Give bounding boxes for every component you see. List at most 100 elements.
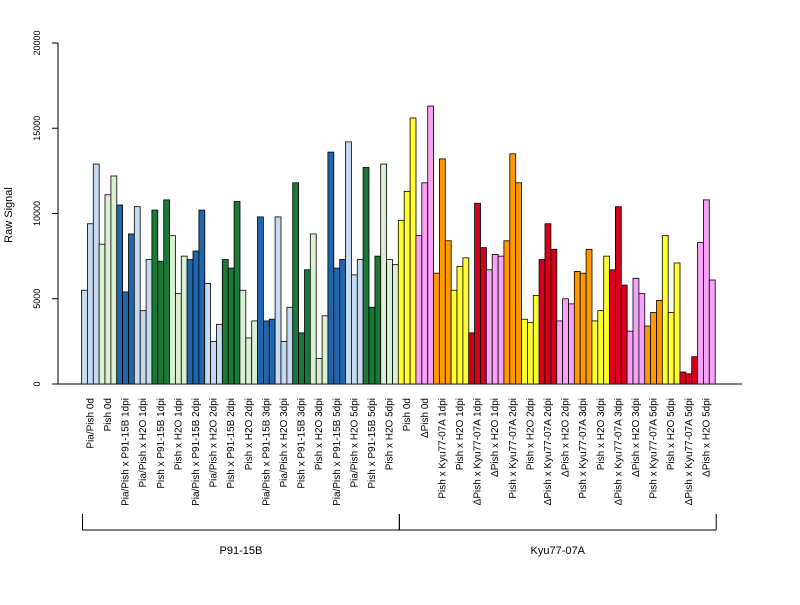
- bar: [192, 250, 200, 385]
- y-tick-label: 10000: [32, 201, 42, 226]
- bar: [174, 293, 182, 385]
- bar: [609, 269, 616, 385]
- x-tick-label: Pish x Kyu77-07A 2dpi: [508, 398, 519, 499]
- x-tick-label: ΔPish x H2O 3dpi: [631, 398, 642, 477]
- bar: [521, 318, 528, 385]
- y-tick-label: 15000: [32, 116, 42, 141]
- bar: [81, 289, 88, 385]
- bar: [122, 291, 129, 385]
- bar: [667, 311, 675, 385]
- x-tick-label: ΔPish x H2O 5dpi: [701, 398, 712, 477]
- bar: [597, 310, 605, 385]
- bar: [262, 320, 270, 385]
- bar: [615, 206, 622, 385]
- x-tick-label: Pish x P91-15B 1dpi: [156, 398, 167, 489]
- x-tick-label: Pish x P91-15B 5dpi: [367, 398, 378, 489]
- bar: [350, 274, 358, 385]
- bar: [532, 294, 540, 385]
- bar: [444, 240, 452, 385]
- bar: [362, 167, 370, 385]
- bar: [509, 153, 517, 385]
- bar: [708, 279, 716, 385]
- y-tick-label: 0: [32, 381, 42, 386]
- x-tick-label: Pish 0d: [103, 398, 114, 431]
- bar: [274, 216, 282, 385]
- bar: [239, 289, 247, 385]
- bar: [673, 262, 681, 385]
- bar: [650, 311, 657, 385]
- bar: [98, 243, 106, 385]
- x-tick-label: Pish x H2O 3dpi: [314, 398, 325, 470]
- bar: [233, 201, 241, 385]
- bar: [685, 373, 693, 385]
- bar: [703, 199, 710, 385]
- bar: [104, 194, 112, 385]
- bar: [456, 265, 464, 385]
- bar: [462, 257, 470, 385]
- bar: [286, 306, 294, 385]
- bar: [198, 209, 206, 385]
- x-tick-label: Pish x H2O 5dpi: [385, 398, 396, 470]
- bar: [133, 206, 141, 385]
- bar: [468, 332, 476, 385]
- x-tick-label: ΔPish x Kyu77-07A 3dpi: [613, 398, 624, 505]
- bar: [415, 235, 423, 385]
- bar: [227, 267, 235, 385]
- bar: [392, 264, 399, 385]
- bar: [116, 204, 123, 385]
- bar: [345, 141, 352, 385]
- bar: [497, 255, 505, 385]
- bar: [527, 322, 534, 385]
- bar: [656, 300, 663, 385]
- group-label: P91-15B: [220, 545, 263, 557]
- bar: [409, 117, 417, 385]
- x-tick-label: ΔPish 0d: [420, 398, 431, 438]
- bar: [579, 272, 587, 385]
- bar: [626, 330, 634, 385]
- x-tick-label: Pia/Pish x H2O 1dpi: [138, 398, 149, 488]
- x-tick-labels: Pia/Pish 0d Pish 0d Pia/Pish x P91-15B 1dp…: [85, 398, 712, 506]
- bar: [339, 259, 347, 385]
- x-tick-label: Pish x Kyu77-07A 1dpi: [437, 398, 448, 499]
- bar: [661, 235, 669, 385]
- bar: [480, 247, 487, 385]
- bar: [374, 255, 382, 385]
- bar: [585, 248, 593, 385]
- x-tick-label: Pish 0d: [402, 398, 413, 431]
- bar: [474, 202, 481, 385]
- y-tick-label: 5000: [32, 289, 42, 309]
- bar: [163, 199, 170, 385]
- y-axis: 0 5000 10000 15000 20000: [32, 30, 59, 387]
- bar: [697, 242, 704, 385]
- x-tick-label: Pish x P91-15B 2dpi: [226, 398, 237, 489]
- bar: [679, 371, 687, 385]
- bar: [151, 209, 159, 385]
- bar: [591, 320, 599, 385]
- bar: [573, 271, 581, 385]
- x-tick-label: Pia/Pish x H2O 2dpi: [209, 398, 220, 488]
- bar: [327, 151, 335, 385]
- bar: [157, 260, 165, 385]
- x-tick-label: Pish x H2O 1dpi: [173, 398, 184, 470]
- bar: [632, 277, 640, 385]
- bar: [298, 332, 305, 385]
- bar: [562, 298, 569, 385]
- y-axis-label: Raw Signal: [3, 187, 15, 243]
- x-tick-label: Pish x H2O 5dpi: [666, 398, 677, 470]
- bar: [691, 356, 699, 385]
- bar: [257, 216, 264, 385]
- bar: [333, 267, 341, 385]
- x-tick-label: Pia/Pish x P91-15B 3dpi: [261, 398, 272, 506]
- bar: [491, 254, 499, 385]
- bar: [245, 337, 253, 385]
- x-tick-label: ΔPish x Kyu77-07A 1dpi: [473, 398, 484, 505]
- x-tick-label: Pia/Pish 0d: [85, 398, 96, 449]
- bar: [538, 259, 546, 385]
- x-tick-label: Pish x H2O 1dpi: [455, 398, 466, 470]
- x-tick-label: Pish x H2O 2dpi: [244, 398, 255, 470]
- bar: [556, 320, 564, 385]
- bar: [280, 340, 288, 385]
- bar: [180, 255, 188, 385]
